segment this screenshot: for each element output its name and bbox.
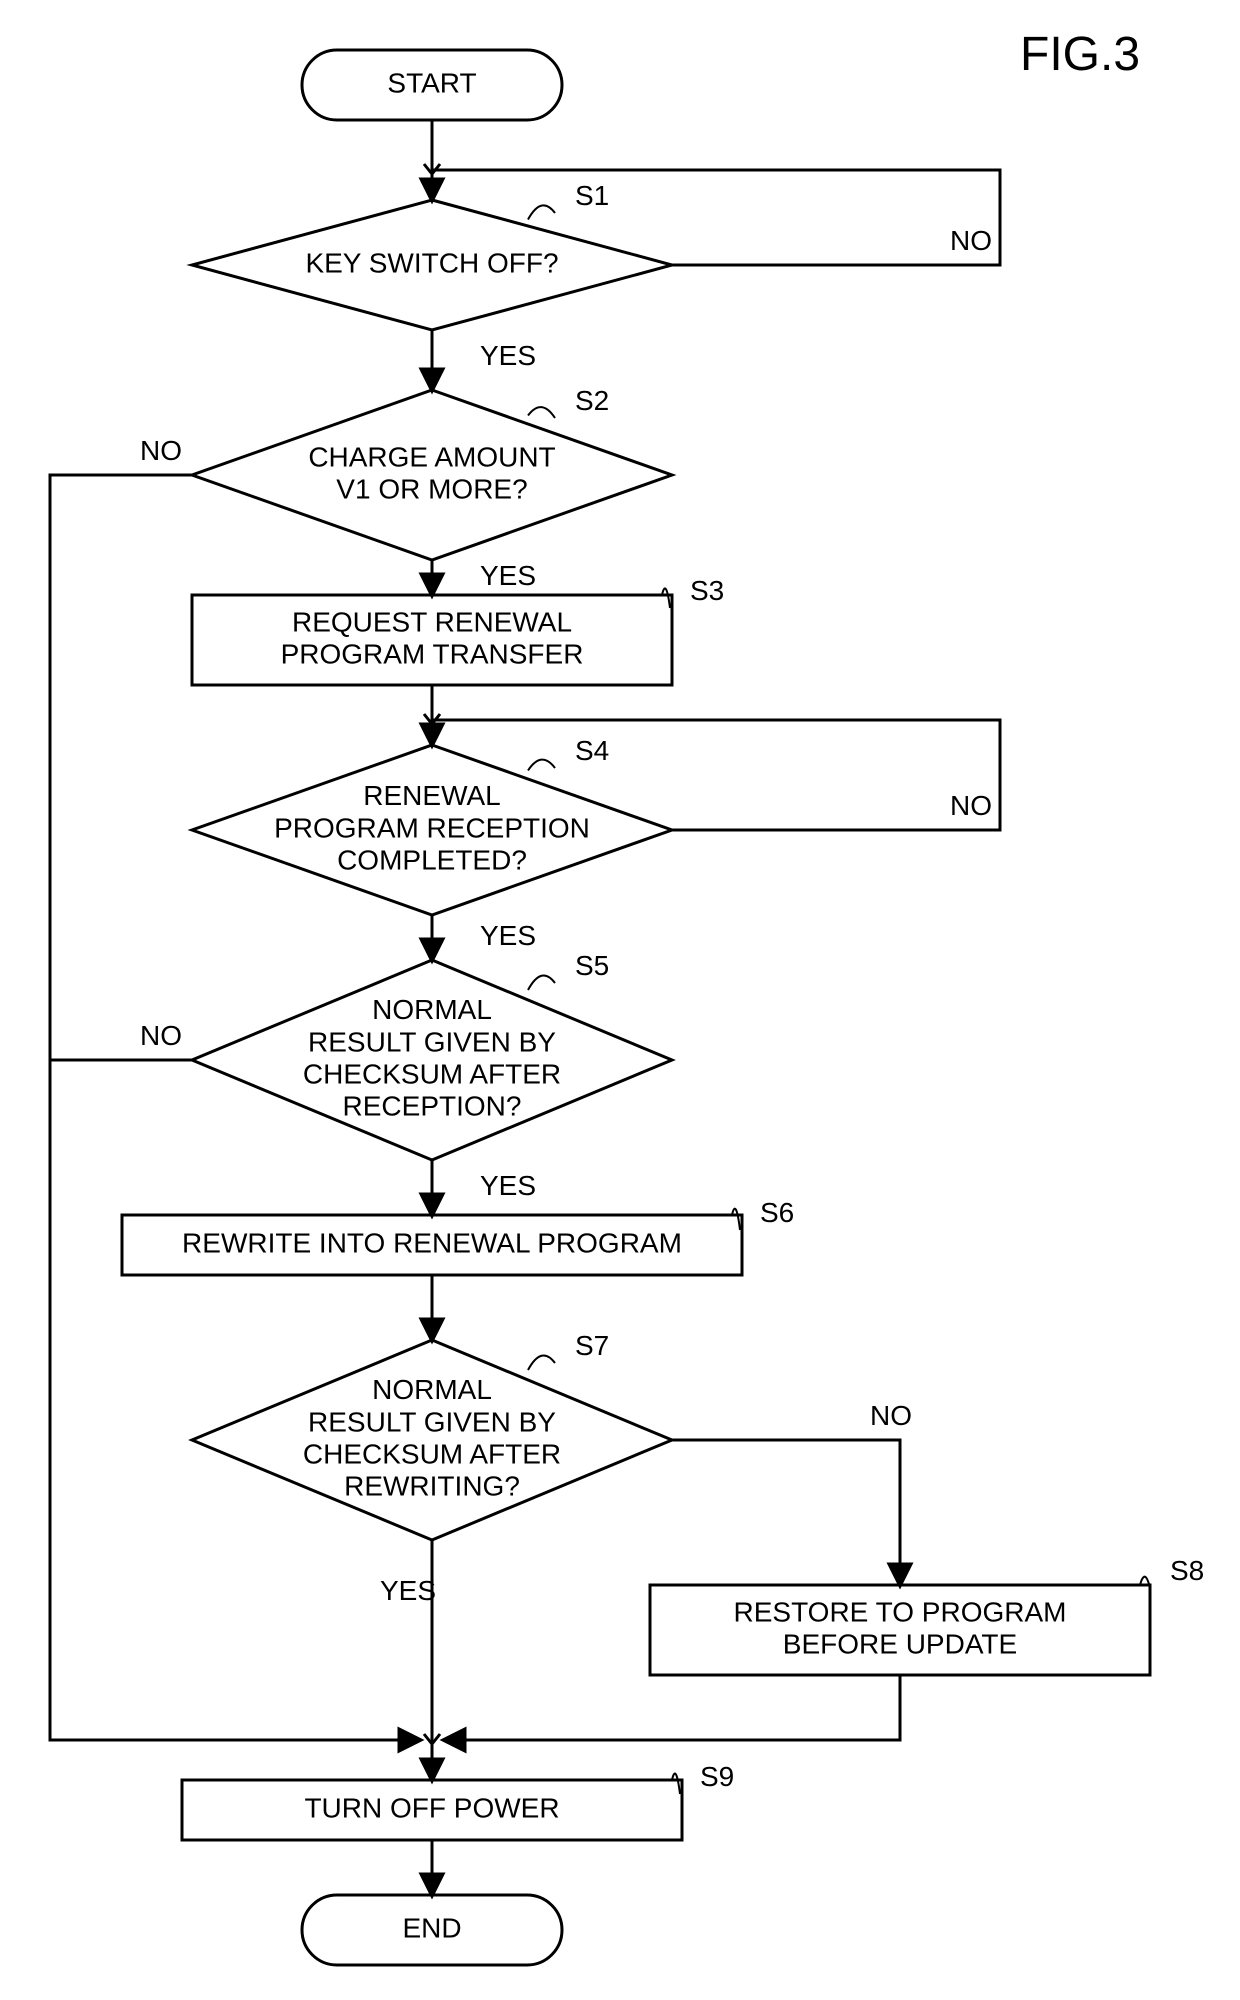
node-text: REQUEST RENEWAL <box>292 606 572 637</box>
node-text: BEFORE UPDATE <box>783 1628 1017 1659</box>
branch-label: YES <box>480 1170 536 1201</box>
node-text: REWRITING? <box>344 1471 520 1502</box>
branch-label: NO <box>140 435 182 466</box>
branch-label: NO <box>950 225 992 256</box>
step-label: S7 <box>575 1330 609 1361</box>
node-text: RESTORE TO PROGRAM <box>734 1596 1067 1627</box>
branch-label: YES <box>480 560 536 591</box>
step-label: S8 <box>1170 1555 1204 1586</box>
branch-label: YES <box>480 920 536 951</box>
branch-label: NO <box>950 790 992 821</box>
step-label: S6 <box>760 1197 794 1228</box>
node-text: CHARGE AMOUNT <box>308 441 555 472</box>
step-label: S2 <box>575 385 609 416</box>
branch-label: YES <box>480 340 536 371</box>
node-text: RECEPTION? <box>343 1091 522 1122</box>
node-text: TURN OFF POWER <box>304 1792 559 1823</box>
node-text: RESULT GIVEN BY <box>308 1026 556 1057</box>
branch-label: YES <box>380 1575 436 1606</box>
figure-title: FIG.3 <box>1020 28 1140 81</box>
node-text: KEY SWITCH OFF? <box>305 247 558 278</box>
node-text: RENEWAL <box>363 780 500 811</box>
node-text: NORMAL <box>372 1374 492 1405</box>
branch-label: NO <box>140 1020 182 1051</box>
node-text: COMPLETED? <box>337 845 527 876</box>
node-text: CHECKSUM AFTER <box>303 1058 561 1089</box>
node-text: PROGRAM TRANSFER <box>281 638 584 669</box>
branch-label: NO <box>870 1400 912 1431</box>
node-text: CHECKSUM AFTER <box>303 1438 561 1469</box>
step-label: S1 <box>575 180 609 211</box>
node-text: END <box>402 1912 461 1943</box>
node-text: V1 OR MORE? <box>336 473 527 504</box>
node-text: PROGRAM RECEPTION <box>274 812 590 843</box>
node-text: REWRITE INTO RENEWAL PROGRAM <box>182 1227 682 1258</box>
step-label: S4 <box>575 735 609 766</box>
node-text: START <box>387 67 476 98</box>
node-text: NORMAL <box>372 994 492 1025</box>
step-label: S9 <box>700 1761 734 1792</box>
node-text: RESULT GIVEN BY <box>308 1406 556 1437</box>
step-label: S3 <box>690 575 724 606</box>
step-label: S5 <box>575 950 609 981</box>
